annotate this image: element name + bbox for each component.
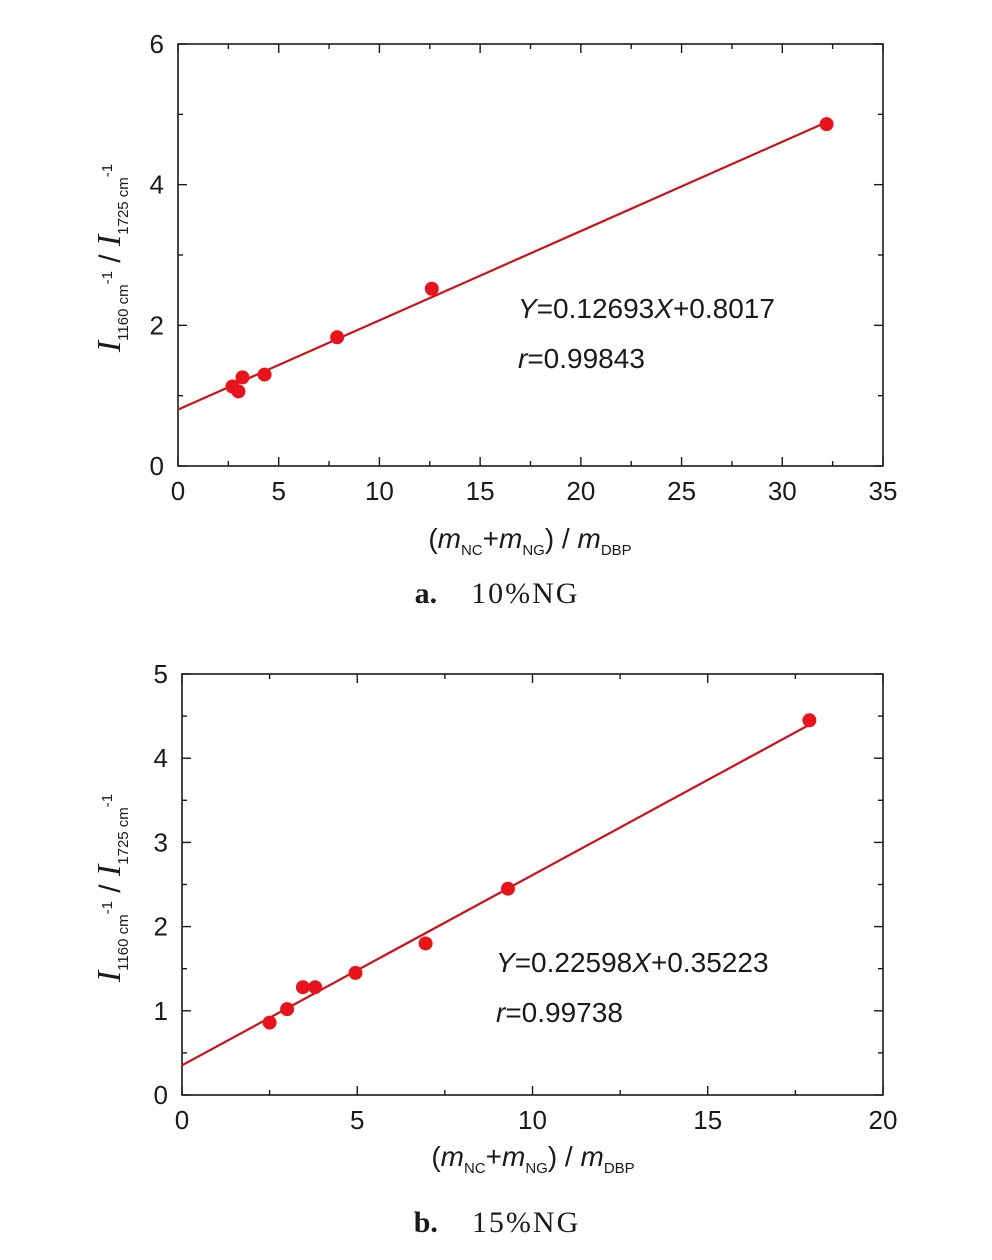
data-point [802, 713, 817, 728]
fit-line-a [177, 121, 828, 411]
data-point [295, 980, 310, 995]
data-point [280, 1002, 295, 1017]
tick-labels-a: 0 5 10 15 20 25 30 35 0 2 4 6 [150, 29, 898, 506]
y-tick-label: 2 [150, 310, 164, 340]
correlation-coefficient-b: r=0.99738 [496, 997, 623, 1028]
plot-frame-b [181, 673, 884, 1096]
data-point [257, 367, 272, 382]
x-tick-label: 0 [171, 476, 185, 506]
axis-ticks-b [181, 673, 884, 1096]
caption-b: b. 15%NG [414, 1206, 581, 1239]
data-point [819, 117, 834, 132]
data-point [235, 370, 250, 385]
x-tick-label: 35 [869, 476, 898, 506]
fit-line [177, 121, 828, 411]
correlation-coefficient-a: r=0.99843 [518, 343, 645, 374]
x-tick-label: 5 [271, 476, 285, 506]
y-tick-label: 2 [154, 912, 168, 942]
data-point [424, 281, 439, 296]
data-points-a [225, 117, 834, 399]
y-tick-label: 4 [150, 170, 164, 200]
y-tick-label: 3 [154, 827, 168, 857]
data-point [500, 881, 515, 896]
data-points-b [262, 713, 817, 1030]
x-tick-label: 15 [693, 1105, 722, 1135]
plot-frame-a [177, 43, 884, 467]
x-axis-label-a: (mNC+mNG) / mDBP [428, 523, 631, 559]
y-tick-label: 4 [154, 743, 168, 773]
data-point [418, 936, 433, 951]
x-tick-label: 10 [365, 476, 394, 506]
fit-equation-a: Y=0.12693X+0.8017 [518, 293, 775, 324]
axis-ticks-a [177, 43, 884, 467]
data-point [262, 1015, 277, 1030]
x-tick-label: 15 [466, 476, 495, 506]
fit-equation-b: Y=0.22598X+0.35223 [496, 947, 769, 978]
data-point [348, 965, 363, 980]
x-tick-label: 20 [869, 1105, 898, 1135]
y-tick-label: 0 [154, 1080, 168, 1110]
y-tick-label: 0 [150, 451, 164, 481]
x-tick-label: 10 [518, 1105, 547, 1135]
x-tick-label: 30 [768, 476, 797, 506]
y-tick-label: 5 [154, 659, 168, 689]
y-axis-label-a: I1160 cm-1 / I1725 cm-1 [91, 164, 132, 353]
chart-panel-b: 0 5 10 15 20 0 1 2 3 4 5 Y=0.22598X+0.35223 r=0.99… [91, 659, 897, 1239]
y-tick-label: 1 [154, 996, 168, 1026]
y-axis-label-b: I1160 cm-1 / I1725 cm-1 [91, 794, 132, 983]
x-tick-label: 5 [350, 1105, 364, 1135]
caption-a: a. 10%NG [415, 577, 580, 610]
x-tick-label: 20 [566, 476, 595, 506]
data-point [330, 330, 345, 345]
x-tick-label: 25 [667, 476, 696, 506]
x-axis-label-b: (mNC+mNG) / mDBP [431, 1141, 634, 1177]
data-point [308, 980, 323, 995]
x-tick-label: 0 [175, 1105, 189, 1135]
chart-panel-a: 0 5 10 15 20 25 30 35 0 2 4 6 Y=0.12693X+0.8017 r=0… [91, 29, 897, 610]
data-point [231, 384, 246, 399]
y-tick-label: 6 [150, 29, 164, 59]
tick-labels-b: 0 5 10 15 20 0 1 2 3 4 5 [154, 659, 898, 1135]
